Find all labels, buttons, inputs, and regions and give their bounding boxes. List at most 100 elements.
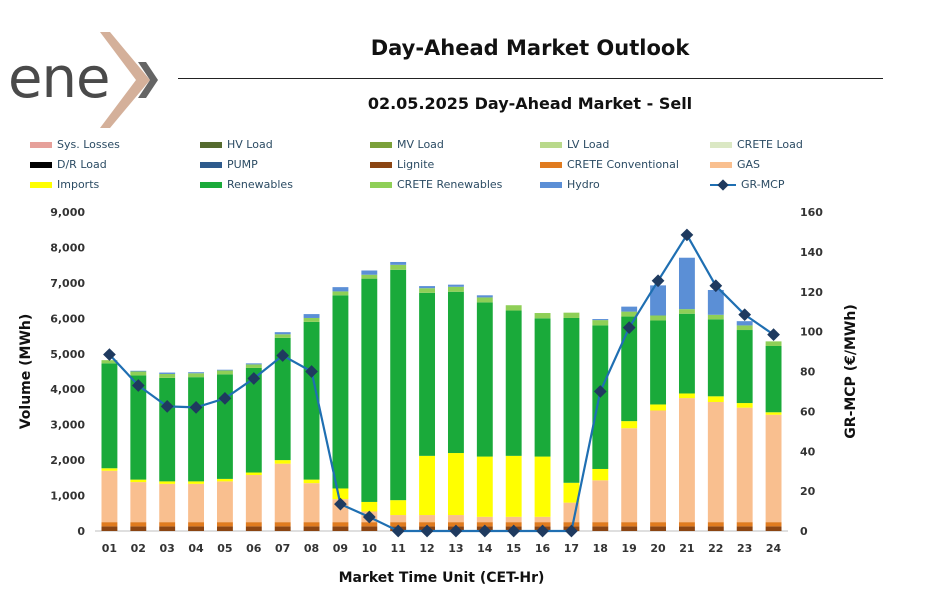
- mcp-point: [305, 365, 318, 378]
- bar-segment: [447, 515, 464, 523]
- x-axis-title: Market Time Unit (CET-Hr): [339, 570, 545, 586]
- bar-segment: [592, 522, 609, 527]
- y-tick-label: 0: [77, 525, 85, 538]
- bar-segment: [361, 501, 378, 512]
- legend-label: MV Load: [397, 138, 444, 151]
- bar-segment: [274, 526, 291, 531]
- y-tick-label: 4,000: [50, 383, 85, 396]
- bar-segment: [736, 403, 753, 408]
- bar-segment: [447, 284, 464, 287]
- bar-segment: [159, 483, 176, 523]
- bar-segment: [274, 463, 291, 523]
- bar-segment: [390, 269, 407, 501]
- bar-segment: [245, 367, 262, 473]
- bar-segment: [447, 286, 464, 292]
- legend-swatch: [200, 181, 222, 188]
- mcp-point: [334, 497, 347, 511]
- bar-segment: [361, 278, 378, 502]
- bar-segment: [736, 522, 753, 527]
- bar-segment: [332, 488, 349, 500]
- y2-tick-label: 40: [800, 445, 816, 458]
- bar-segment: [188, 522, 205, 527]
- bar-segment: [303, 317, 320, 322]
- legend-label: LV Load: [567, 138, 610, 151]
- page-title: Day-Ahead Market Outlook: [370, 36, 690, 60]
- bar-segment: [245, 526, 262, 531]
- legend-label: Sys. Losses: [57, 138, 120, 151]
- x-tick-label: 11: [391, 542, 406, 555]
- bar-segment: [765, 341, 782, 346]
- legend-swatch: [30, 141, 52, 148]
- y2-tick-label: 140: [800, 246, 823, 259]
- legend-label: Renewables: [227, 178, 293, 191]
- legend-swatch: [30, 181, 52, 188]
- legend-swatch: [370, 141, 392, 148]
- bar-segment: [765, 345, 782, 413]
- bar-segment: [678, 309, 695, 314]
- bar-segment: [505, 305, 522, 311]
- bar-segment: [476, 295, 493, 298]
- mcp-point: [651, 274, 665, 288]
- bar-segment: [390, 515, 407, 523]
- bar-segment: [332, 287, 349, 292]
- bar-segment: [274, 337, 291, 461]
- bar-segment: [592, 319, 609, 321]
- bar-segment: [621, 428, 638, 523]
- y-tick-label: 6,000: [50, 312, 85, 325]
- legend-swatch: [370, 161, 392, 168]
- legend-item: GAS: [710, 158, 760, 171]
- bar-segment: [303, 321, 320, 480]
- legend-item: PUMP: [200, 158, 258, 171]
- bar-segment: [274, 334, 291, 338]
- x-tick-label: 14: [477, 542, 493, 555]
- x-tick-label: 24: [766, 542, 782, 555]
- x-tick-label: 19: [622, 542, 637, 555]
- legend-label: Imports: [57, 178, 100, 191]
- x-tick-label: 15: [506, 542, 521, 555]
- y2-axis-title: GR-MCP (€/MWh): [843, 304, 859, 438]
- logo-chevron-shadow: [138, 62, 158, 98]
- bar-segment: [419, 515, 436, 523]
- bar-segment: [650, 410, 667, 523]
- legend-swatch: [540, 141, 562, 148]
- bar-segment: [505, 310, 522, 456]
- x-tick-label: 07: [275, 542, 290, 555]
- bar-segment: [476, 302, 493, 457]
- bar-segment: [650, 404, 667, 411]
- bar-segment: [130, 479, 147, 483]
- bar-segment: [159, 372, 176, 374]
- bar-segment: [332, 526, 349, 531]
- mcp-point: [276, 349, 290, 362]
- bar-segment: [188, 526, 205, 531]
- legend-swatch: [710, 141, 732, 148]
- bar-segment: [390, 261, 407, 265]
- y-tick-label: 2,000: [50, 454, 85, 467]
- bar-segment: [101, 360, 118, 364]
- bar-segment: [101, 526, 118, 531]
- mcp-point: [680, 228, 694, 242]
- bar-segment: [678, 526, 695, 531]
- legend-item: Imports: [30, 178, 99, 191]
- legend-label: D/R Load: [57, 158, 107, 171]
- bar-segment: [736, 526, 753, 531]
- legend-label: Hydro: [567, 178, 600, 191]
- mcp-point: [103, 348, 116, 361]
- mcp-point: [131, 379, 145, 392]
- bar-segment: [130, 370, 147, 372]
- bar-segment: [361, 522, 378, 527]
- bar-segment: [621, 421, 638, 429]
- bar-segment: [130, 375, 147, 480]
- bar-segment: [736, 407, 753, 523]
- bar-segment: [361, 274, 378, 279]
- legend-swatch: [200, 161, 222, 168]
- bar-segment: [188, 377, 205, 482]
- chart-legend: Sys. Losses HV Load MV Load LV Load CRETE Lo…: [30, 138, 890, 198]
- legend-item: D/R Load: [30, 158, 107, 171]
- bar-segment: [707, 314, 724, 320]
- bar-segment: [447, 291, 464, 454]
- x-tick-label: 17: [564, 542, 579, 555]
- bar-segment: [476, 297, 493, 303]
- bar-segment: [274, 332, 291, 335]
- bar-segment: [101, 470, 118, 523]
- bar-segment: [130, 482, 147, 523]
